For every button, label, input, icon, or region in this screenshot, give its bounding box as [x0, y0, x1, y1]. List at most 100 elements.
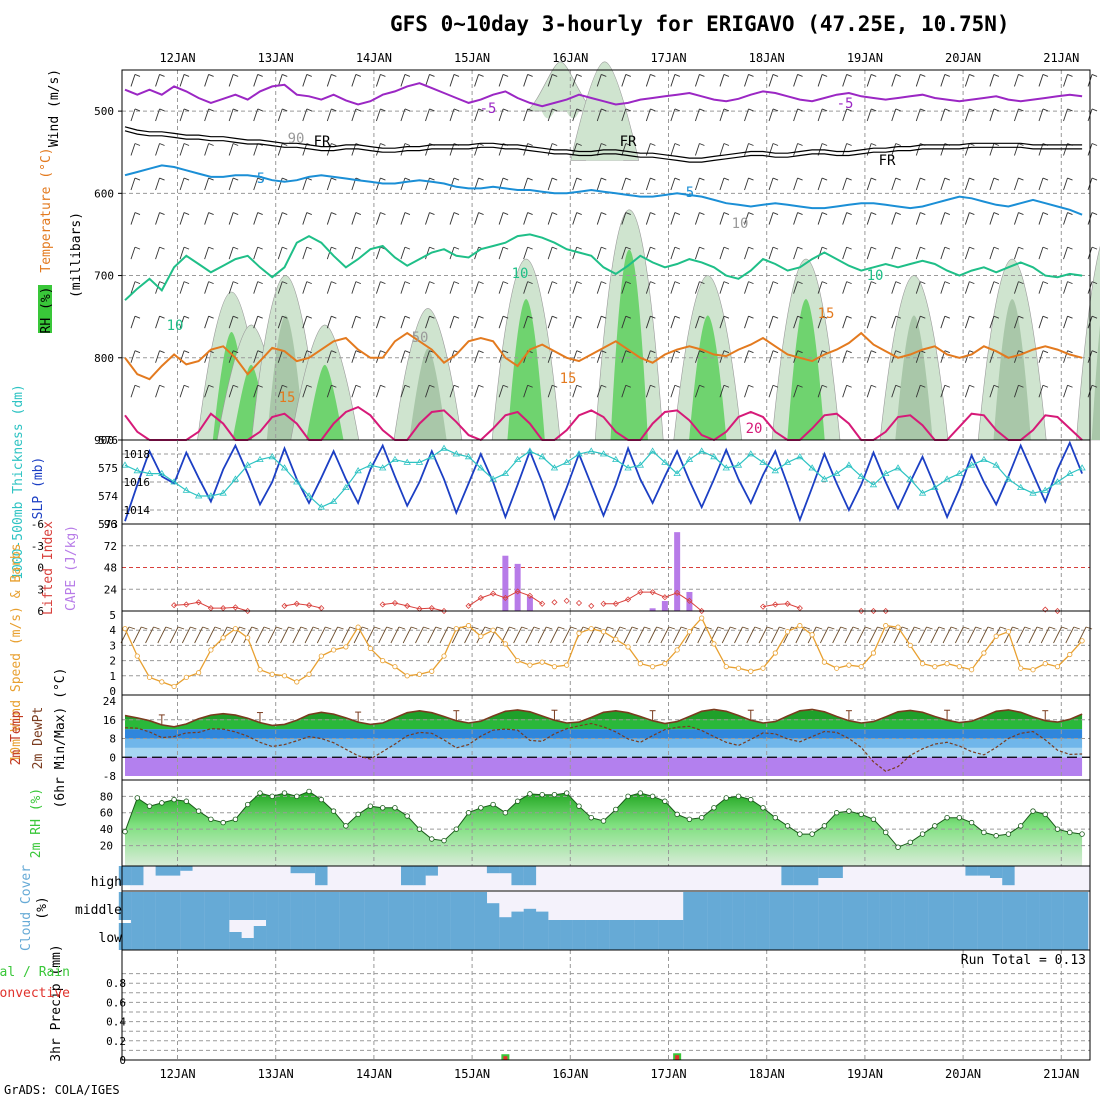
- thickness-point: [1041, 486, 1049, 493]
- wind-barb: [155, 316, 160, 329]
- wind-barb: [645, 316, 651, 329]
- cloud-cell: [953, 920, 966, 950]
- wind-barb-flag: [993, 315, 1000, 319]
- wind-barb-flag: [601, 281, 607, 285]
- wind-barb: [866, 316, 872, 329]
- wind-barb: [547, 246, 553, 260]
- cloud-cell: [1026, 892, 1040, 920]
- wind-barb-flag: [699, 350, 705, 354]
- cloud-cell: [1026, 920, 1040, 950]
- cloud-cell: [204, 920, 218, 950]
- cloud-cell: [818, 920, 831, 950]
- lifted-index-point: [490, 590, 497, 597]
- wind-barb-10m: [365, 626, 375, 644]
- lifted-index-point: [1042, 606, 1049, 613]
- wind-barb-flag: [1091, 143, 1098, 146]
- wind-barb: [400, 74, 406, 87]
- wind-barb-flag: [159, 177, 165, 181]
- wind-barb: [964, 212, 970, 225]
- wind-barb: [400, 246, 406, 260]
- wind-barb-10m: [697, 626, 707, 644]
- contour-label: 90: [288, 131, 305, 147]
- wind-barb-flag: [331, 177, 337, 181]
- wind-barb: [253, 281, 259, 294]
- wind-barb: [277, 212, 283, 225]
- wind-barb: [400, 108, 406, 122]
- wind-barb: [474, 108, 479, 122]
- cloud-cell: [462, 892, 475, 920]
- wind-barb: [694, 350, 700, 363]
- temp-contour: [124, 82, 1083, 108]
- rh-point: [760, 805, 766, 811]
- rh-fill-core: [689, 315, 727, 440]
- lifted-index-point: [772, 601, 779, 608]
- date-label-top: 17JAN: [650, 51, 686, 65]
- cloud-cell: [904, 892, 917, 920]
- wind-barb-flag: [772, 246, 779, 250]
- wind-barb-flag: [134, 350, 141, 354]
- wind-barb-10m: [353, 626, 363, 644]
- credit-footer: GrADS: COLA/IGES: [4, 1083, 120, 1097]
- wind-barb-flag: [429, 246, 435, 250]
- wind-barb-flag: [1091, 350, 1098, 354]
- wind-barb: [940, 316, 946, 329]
- wind-barb-flag: [772, 212, 779, 215]
- wind-barb-flag: [920, 281, 926, 285]
- wind-barb: [817, 281, 823, 294]
- wind-barb-flag: [821, 350, 828, 354]
- wind-barb: [253, 108, 259, 122]
- wind-barb-10m-flag: [938, 626, 945, 630]
- precip-tick: 0.6: [106, 996, 126, 1009]
- cloud-cell: [793, 892, 807, 920]
- lifted-index-point: [575, 599, 583, 607]
- wind-barb-flag: [723, 315, 730, 319]
- wind-barb: [768, 177, 774, 191]
- wind-barb: [204, 74, 210, 87]
- wind-barb-flag: [478, 212, 484, 215]
- cloud-cell: [266, 892, 279, 920]
- wind-barb-flag: [797, 177, 803, 181]
- wind-barb-flag: [772, 281, 779, 285]
- wind-barb: [179, 108, 185, 122]
- cloud-cell: [1051, 920, 1064, 950]
- cloud-cell: [180, 866, 193, 871]
- rh-point: [244, 801, 251, 808]
- wind-barb: [572, 177, 578, 191]
- thickness-point: [771, 467, 780, 474]
- wind-barb-10m: [329, 626, 338, 644]
- wind-barb-flag: [1018, 281, 1024, 285]
- wind-barb-flag: [625, 74, 631, 77]
- cloud-cell: [167, 892, 181, 920]
- wind-barb-10m: [292, 626, 302, 644]
- cloud-cell: [204, 892, 218, 920]
- wind-barb-10m: [856, 626, 866, 644]
- wind-barb-10m-flag: [595, 626, 602, 630]
- wind-barb: [228, 281, 234, 294]
- wind-barb-flag: [478, 108, 484, 112]
- wind-barb: [989, 143, 995, 156]
- rh-point: [171, 796, 177, 803]
- rh-point: [674, 811, 680, 818]
- wind-barb-flag: [601, 384, 607, 388]
- wind-barb: [694, 177, 700, 191]
- cloud-cell: [707, 920, 721, 950]
- thickness-point: [587, 447, 595, 454]
- wind-barb: [351, 212, 357, 225]
- wind-barb-flag: [331, 143, 337, 146]
- thickness-point: [1066, 469, 1074, 476]
- wind-speed-point: [674, 647, 680, 653]
- thickness-point: [931, 483, 939, 490]
- wind-barb-10m: [881, 626, 891, 644]
- wind-barb: [425, 281, 430, 294]
- wind-barb-10m-flag: [141, 626, 148, 630]
- wind-barb-10m: [341, 626, 351, 644]
- legend-cape: CAPE (J/kg): [64, 525, 79, 611]
- wind-barb-10m-flag: [435, 626, 442, 630]
- wind-barb-flag: [821, 384, 828, 388]
- wind-barb-flag: [723, 246, 730, 250]
- wind-barb-10m-flag: [730, 626, 737, 630]
- wind-barb: [793, 385, 799, 398]
- wind-barb: [915, 74, 921, 87]
- thickness-point: [354, 467, 362, 474]
- wind-barb: [155, 246, 160, 260]
